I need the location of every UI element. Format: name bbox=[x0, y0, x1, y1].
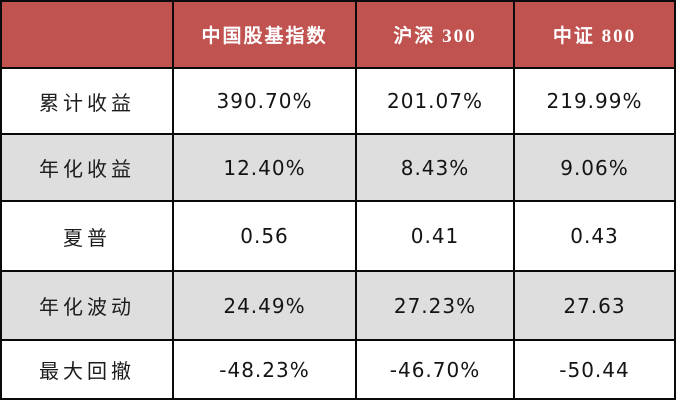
table-cell: 201.07% bbox=[355, 67, 515, 135]
row-label: 年化波动 bbox=[0, 270, 174, 341]
row-label: 累计收益 bbox=[0, 67, 174, 135]
table-cell: 0.56 bbox=[172, 200, 357, 272]
table-cell: -48.23% bbox=[172, 339, 357, 400]
table-cell: -46.70% bbox=[355, 339, 515, 400]
corner-cell bbox=[0, 0, 174, 69]
table-cell: 9.06% bbox=[513, 133, 676, 202]
table-row-max-drawdown: 最大回撤 -48.23% -46.70% -50.44 bbox=[0, 339, 676, 400]
table-cell: 8.43% bbox=[355, 133, 515, 202]
table-row-annualized-volatility: 年化波动 24.49% 27.23% 27.63 bbox=[0, 270, 676, 341]
table-cell: 27.23% bbox=[355, 270, 515, 341]
column-header-csi800: 中证 800 bbox=[513, 0, 676, 69]
table-cell: 0.43 bbox=[513, 200, 676, 272]
table-cell: 390.70% bbox=[172, 67, 357, 135]
row-label: 夏普 bbox=[0, 200, 174, 272]
table-row-annualized-return: 年化收益 12.40% 8.43% 9.06% bbox=[0, 133, 676, 202]
table-cell: 0.41 bbox=[355, 200, 515, 272]
row-label: 最大回撤 bbox=[0, 339, 174, 400]
table-cell: 219.99% bbox=[513, 67, 676, 135]
performance-table: 中国股基指数 沪深 300 中证 800 累计收益 390.70% 201.07… bbox=[0, 0, 676, 400]
table-cell: -50.44 bbox=[513, 339, 676, 400]
column-header-china-equity-fund-index: 中国股基指数 bbox=[172, 0, 357, 69]
table-cell: 12.40% bbox=[172, 133, 357, 202]
table-row-sharpe: 夏普 0.56 0.41 0.43 bbox=[0, 200, 676, 272]
header-row: 中国股基指数 沪深 300 中证 800 bbox=[0, 0, 676, 69]
table-cell: 27.63 bbox=[513, 270, 676, 341]
row-label: 年化收益 bbox=[0, 133, 174, 202]
column-header-csi300: 沪深 300 bbox=[355, 0, 515, 69]
table-cell: 24.49% bbox=[172, 270, 357, 341]
table-row-cumulative-return: 累计收益 390.70% 201.07% 219.99% bbox=[0, 67, 676, 135]
